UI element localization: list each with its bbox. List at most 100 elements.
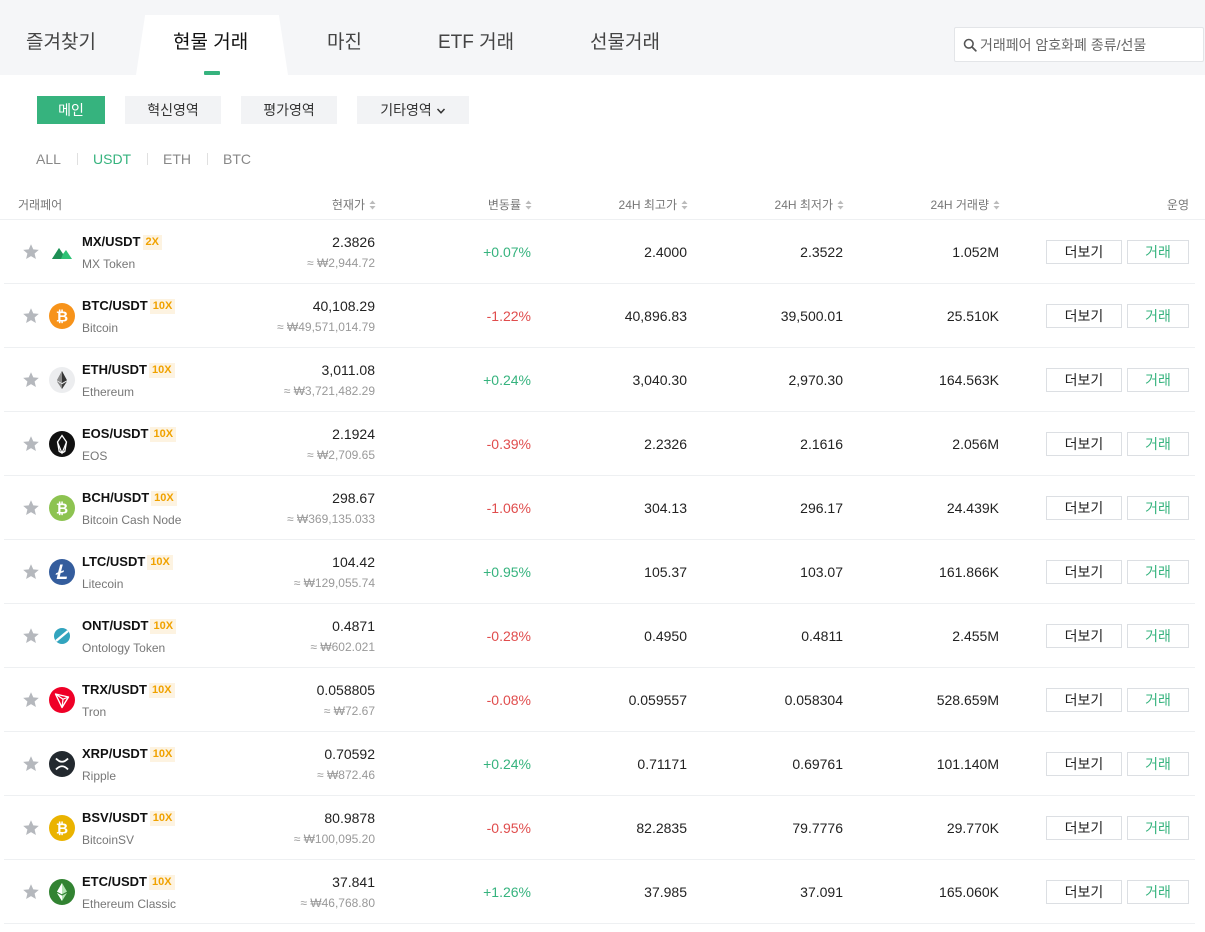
pair-symbol[interactable]: EOS/USDT 10X	[82, 426, 177, 442]
trade-button[interactable]: 거래	[1127, 432, 1189, 456]
ethereum-classic-icon	[49, 879, 75, 905]
quote-filter-btc[interactable]: BTC	[223, 151, 251, 167]
zone-other-dropdown[interactable]: 기타영역	[357, 96, 469, 124]
table-row: MX/USDT 2X MX Token 2.3826 ≈ ₩2,944.72 +0…	[4, 220, 1195, 284]
coin-full-name: EOS	[82, 449, 108, 463]
volume-24h: 165.060K	[939, 884, 999, 900]
pair-symbol-text: BTC/USDT	[82, 298, 148, 313]
trade-button[interactable]: 거래	[1127, 496, 1189, 520]
pair-symbol-text: LTC/USDT	[82, 554, 146, 569]
more-button[interactable]: 더보기	[1046, 752, 1122, 776]
trade-button[interactable]: 거래	[1127, 880, 1189, 904]
star-icon[interactable]	[22, 883, 40, 901]
more-button[interactable]: 더보기	[1046, 688, 1122, 712]
trade-button[interactable]: 거래	[1127, 752, 1189, 776]
pair-symbol[interactable]: TRX/USDT 10X	[82, 682, 175, 698]
chevron-down-icon	[436, 108, 445, 115]
column-header-low[interactable]: 24H 최저가	[775, 196, 844, 213]
pair-symbol[interactable]: BCH/USDT 10X	[82, 490, 177, 506]
column-header-high[interactable]: 24H 최고가	[619, 196, 688, 213]
bitcoin-sv-icon: ₿	[49, 815, 75, 841]
star-icon[interactable]	[22, 819, 40, 837]
change-rate: +0.24%	[483, 756, 531, 772]
tab-futures-trading[interactable]: 선물거래	[590, 32, 660, 53]
pair-symbol[interactable]: BSV/USDT 10X	[82, 810, 176, 826]
star-icon[interactable]	[22, 499, 40, 517]
tab-etf-trading[interactable]: ETF 거래	[438, 32, 515, 53]
star-icon[interactable]	[22, 563, 40, 581]
krw-equivalent-price: ≈ ₩369,135.033	[287, 512, 375, 526]
volume-24h: 1.052M	[952, 244, 999, 260]
trade-button[interactable]: 거래	[1127, 240, 1189, 264]
pair-symbol[interactable]: LTC/USDT 10X	[82, 554, 173, 570]
table-row: LTC/USDT 10X Litecoin 104.42 ≈ ₩129,055.7…	[4, 540, 1195, 604]
pair-symbol-text: ONT/USDT	[82, 618, 149, 633]
zone-other-label: 기타영역	[380, 102, 432, 118]
column-header-high-label: 24H 최고가	[618, 198, 677, 212]
current-price: 80.9878	[324, 810, 375, 826]
sort-icon	[837, 200, 844, 210]
zone-main-button[interactable]: 메인	[37, 96, 105, 124]
trade-button[interactable]: 거래	[1127, 304, 1189, 328]
tab-margin[interactable]: 마진	[327, 32, 362, 53]
tab-spot-trading[interactable]: 현물 거래	[173, 32, 249, 53]
zone-assessment-button[interactable]: 평가영역	[241, 96, 337, 124]
trade-button[interactable]: 거래	[1127, 624, 1189, 648]
krw-equivalent-price: ≈ ₩49,571,014.79	[277, 320, 375, 334]
current-price: 0.70592	[324, 746, 375, 762]
pair-symbol[interactable]: ONT/USDT 10X	[82, 618, 177, 634]
more-button[interactable]: 더보기	[1046, 304, 1122, 328]
pair-symbol[interactable]: ETC/USDT 10X	[82, 874, 175, 890]
low-24h: 0.69761	[792, 756, 843, 772]
current-price: 37.841	[332, 874, 375, 890]
more-button[interactable]: 더보기	[1046, 816, 1122, 840]
star-icon[interactable]	[22, 691, 40, 709]
table-row: ₿ BSV/USDT 10X BitcoinSV 80.9878 ≈ ₩100,0…	[4, 796, 1195, 860]
more-button[interactable]: 더보기	[1046, 496, 1122, 520]
star-icon[interactable]	[22, 435, 40, 453]
change-rate: +0.95%	[483, 564, 531, 580]
low-24h: 2,970.30	[788, 372, 844, 388]
pair-symbol[interactable]: BTC/USDT 10X	[82, 298, 176, 314]
quote-filter-usdt[interactable]: USDT	[93, 151, 132, 167]
quote-filter-all[interactable]: ALL	[36, 151, 61, 167]
column-header-action: 운영	[1166, 198, 1189, 212]
star-icon[interactable]	[22, 627, 40, 645]
change-rate: -1.22%	[486, 308, 531, 324]
search-box[interactable]	[954, 27, 1204, 62]
change-rate: -0.08%	[486, 692, 531, 708]
pair-symbol[interactable]: ETH/USDT 10X	[82, 362, 175, 378]
more-button[interactable]: 더보기	[1046, 880, 1122, 904]
pair-symbol[interactable]: XRP/USDT 10X	[82, 746, 176, 762]
more-button[interactable]: 더보기	[1046, 624, 1122, 648]
trade-button[interactable]: 거래	[1127, 368, 1189, 392]
column-header-price[interactable]: 현재가	[332, 196, 376, 213]
star-icon[interactable]	[22, 243, 40, 261]
column-header-change[interactable]: 변동률	[488, 196, 532, 213]
tab-favorites[interactable]: 즐겨찾기	[26, 32, 96, 53]
zone-innovation-button[interactable]: 혁신영역	[125, 96, 221, 124]
search-input[interactable]	[980, 36, 1200, 53]
more-button[interactable]: 더보기	[1046, 560, 1122, 584]
trade-button[interactable]: 거래	[1127, 560, 1189, 584]
quote-filter-eth[interactable]: ETH	[163, 151, 191, 167]
star-icon[interactable]	[22, 307, 40, 325]
more-button[interactable]: 더보기	[1046, 368, 1122, 392]
trade-button[interactable]: 거래	[1127, 816, 1189, 840]
pair-symbol-text: EOS/USDT	[82, 426, 149, 441]
pair-symbol[interactable]: MX/USDT 2X	[82, 234, 162, 250]
high-24h: 0.059557	[628, 692, 687, 708]
column-header-volume[interactable]: 24H 거래량	[931, 196, 1000, 213]
tron-icon	[49, 687, 75, 713]
bitcoin-icon: ₿	[49, 303, 75, 329]
star-icon[interactable]	[22, 755, 40, 773]
sort-icon	[993, 200, 1000, 210]
low-24h: 0.4811	[801, 628, 843, 644]
column-header-price-label: 현재가	[331, 198, 365, 212]
krw-equivalent-price: ≈ ₩100,095.20	[293, 832, 375, 846]
volume-24h: 2.056M	[952, 436, 999, 452]
star-icon[interactable]	[22, 371, 40, 389]
trade-button[interactable]: 거래	[1127, 688, 1189, 712]
more-button[interactable]: 더보기	[1046, 240, 1122, 264]
more-button[interactable]: 더보기	[1046, 432, 1122, 456]
